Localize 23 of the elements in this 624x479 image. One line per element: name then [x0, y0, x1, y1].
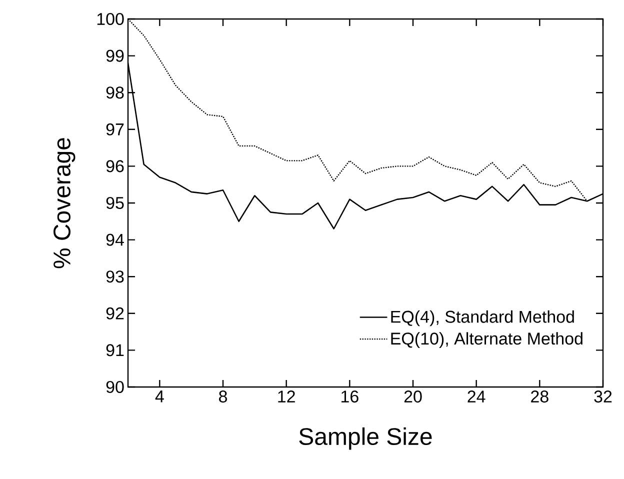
x-tick-label: 16	[342, 390, 358, 403]
y-tick-label: 100	[97, 12, 124, 26]
x-tick-label: 24	[468, 390, 486, 402]
y-tick-label: 93	[106, 270, 124, 283]
y-tick-label: 97	[106, 123, 124, 136]
x-tick-label: 8	[219, 390, 227, 403]
x-axis-title: Sample Size	[299, 427, 432, 450]
y-tick-label: 96	[106, 160, 124, 172]
y-axis-title: % Coverage	[54, 138, 76, 268]
x-tick-label: 32	[594, 390, 612, 403]
legend-label: EQ(4), Standard Method	[391, 310, 574, 326]
y-tick-label: 91	[106, 344, 124, 356]
x-tick-label: 28	[531, 390, 548, 403]
y-tick-label: 94	[106, 234, 124, 246]
x-tick-label: 12	[278, 390, 295, 402]
legend-label: EQ(10), Alternate Method	[391, 332, 582, 348]
y-tick-label: 98	[106, 86, 124, 99]
y-tick-label: 99	[106, 50, 124, 62]
y-tick-label: 95	[106, 196, 124, 210]
x-tick-label: 20	[404, 390, 422, 403]
y-tick-label: 90	[106, 380, 124, 394]
y-tick-label: 92	[106, 307, 124, 320]
x-tick-label: 4	[155, 390, 164, 402]
